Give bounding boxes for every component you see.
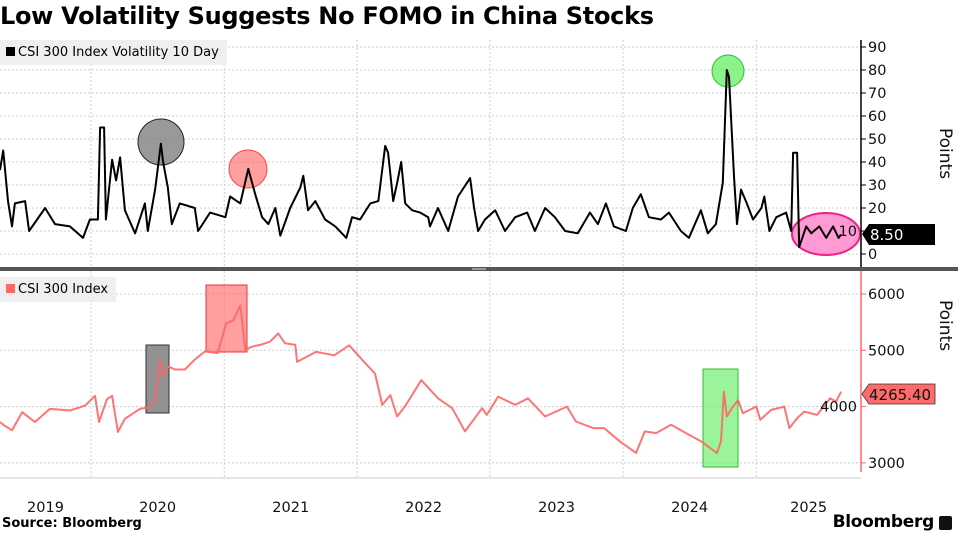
volatility-series-line bbox=[0, 69, 842, 249]
panel-resize-handle[interactable] bbox=[472, 268, 486, 270]
x-tick-label: 2019 bbox=[27, 500, 64, 516]
chart-title: Low Volatility Suggests No FOMO in China… bbox=[0, 2, 654, 30]
volatility-last-value-label: 8.50 bbox=[862, 224, 935, 245]
top-y-tick-label: 90 bbox=[868, 40, 886, 56]
top-y-tick-label: 40 bbox=[868, 155, 886, 171]
top-y-tick-label: 50 bbox=[868, 132, 886, 148]
index-legend: CSI 300 Index bbox=[0, 277, 117, 302]
bottom-y-axis-label: Points bbox=[935, 300, 955, 351]
source-note: Source: Bloomberg bbox=[2, 516, 142, 531]
pink-highlight-ellipse bbox=[791, 212, 861, 256]
top-y-axis-label: Points bbox=[935, 128, 955, 179]
top-y-tick-label: 20 bbox=[868, 201, 886, 217]
index-last-value-label: 4265.40 bbox=[861, 383, 936, 405]
x-tick-label: 2024 bbox=[671, 500, 708, 516]
top-y-tick-label: 10 bbox=[839, 224, 857, 240]
x-tick-label: 2021 bbox=[272, 500, 309, 516]
bottom-y-tick-label: 4000 bbox=[820, 400, 857, 416]
bottom-y-tick-label: 3000 bbox=[868, 456, 905, 472]
top-y-tick-label: 60 bbox=[868, 109, 886, 125]
gray-highlight-circle bbox=[137, 118, 185, 166]
index-legend-label: CSI 300 Index bbox=[18, 282, 109, 297]
volatility-last-value: 8.50 bbox=[870, 226, 903, 244]
x-tick-label: 2023 bbox=[538, 500, 575, 516]
volatility-legend-swatch bbox=[6, 47, 15, 56]
bottom-y-tick-label: 5000 bbox=[868, 343, 905, 359]
top-y-tick-label: 0 bbox=[868, 247, 877, 263]
x-tick-label: 2025 bbox=[790, 500, 827, 516]
index-legend-swatch bbox=[6, 284, 15, 293]
x-tick-label: 2022 bbox=[405, 500, 442, 516]
index-series-line bbox=[0, 304, 842, 454]
bloomberg-logo: Bloomberg bbox=[832, 512, 935, 532]
top-y-tick-label: 70 bbox=[868, 86, 886, 102]
top-y-tick-label: 80 bbox=[868, 63, 886, 79]
bloomberg-terminal-icon bbox=[939, 516, 952, 530]
x-tick-label: 2020 bbox=[139, 500, 176, 516]
top-y-tick-label: 30 bbox=[868, 178, 886, 194]
index-last-value: 4265.40 bbox=[869, 386, 931, 404]
volatility-legend: CSI 300 Index Volatility 10 Day bbox=[0, 40, 227, 65]
green-highlight-box bbox=[702, 368, 739, 468]
volatility-legend-label: CSI 300 Index Volatility 10 Day bbox=[18, 45, 219, 60]
red-highlight-box bbox=[205, 284, 248, 353]
bottom-y-tick-label: 6000 bbox=[868, 287, 905, 303]
